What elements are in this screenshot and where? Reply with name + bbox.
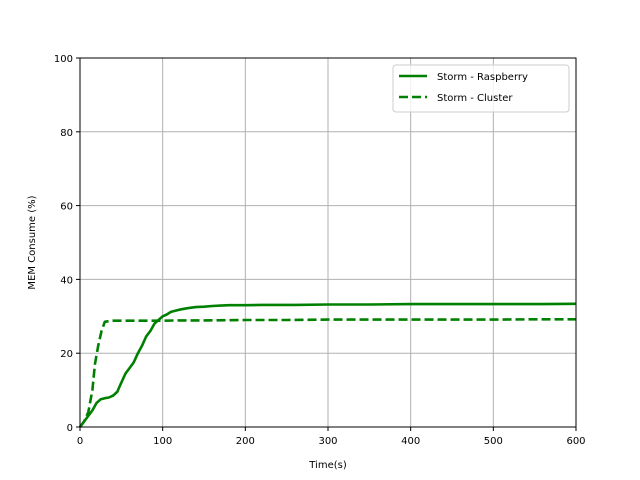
- y-tick-label: 60: [60, 202, 73, 213]
- x-tick-label: 400: [401, 436, 420, 447]
- x-tick-label: 600: [566, 436, 585, 447]
- legend-box: [392, 64, 570, 113]
- y-tick-label: 20: [60, 349, 73, 360]
- series-line-cluster: [78, 317, 576, 428]
- x-axis-label: Time(s): [308, 460, 347, 471]
- y-axis-label: MEM Consume (%): [27, 195, 38, 289]
- legend-label: Storm - Cluster: [437, 93, 513, 104]
- x-tick-label: 300: [318, 436, 337, 447]
- legend-label: Storm - Raspberry: [437, 72, 528, 83]
- axis-ticks: 0 100 200 300 400 500 600 0 20 40 60 80 100: [54, 54, 586, 447]
- x-tick-label: 0: [77, 436, 83, 447]
- x-tick-label: 100: [153, 436, 172, 447]
- y-tick-label: 0: [67, 423, 73, 434]
- y-tick-label: 40: [60, 275, 73, 286]
- y-tick-label: 100: [54, 54, 73, 65]
- series-line-raspberry: [78, 302, 577, 428]
- series-lines: [78, 302, 577, 428]
- x-tick-label: 200: [236, 436, 255, 447]
- legend: Storm - Raspberry Storm - Cluster: [392, 64, 570, 113]
- y-tick-label: 80: [60, 128, 73, 139]
- x-tick-label: 500: [484, 436, 503, 447]
